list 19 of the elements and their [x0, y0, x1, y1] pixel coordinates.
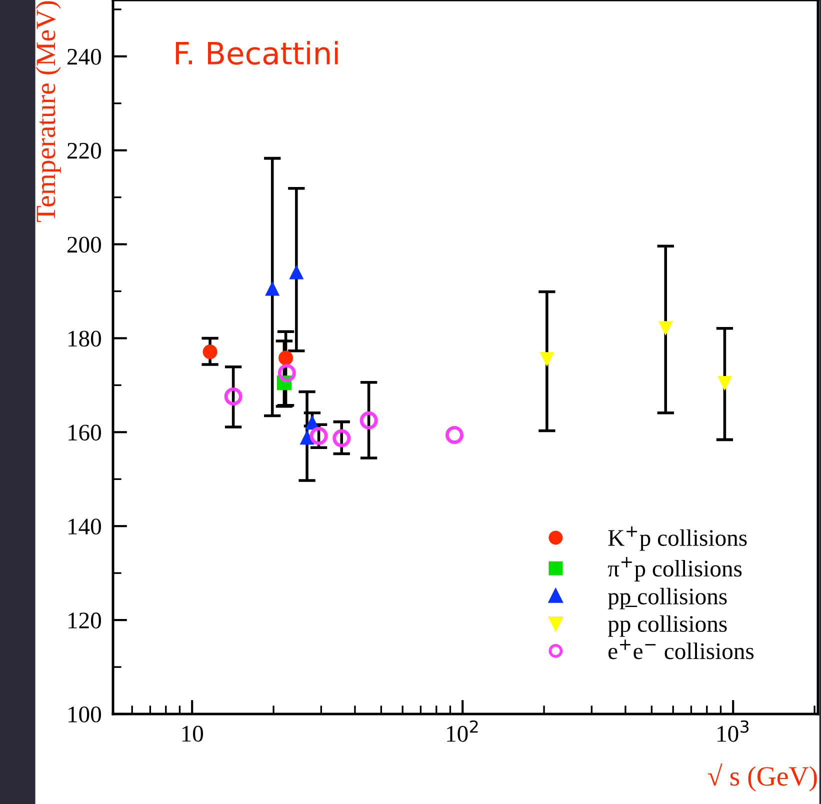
x-axis-title: √ s (GeV) [708, 764, 817, 792]
x-tick-label: 10 [182, 726, 204, 742]
y-tick-label: 100 [68, 706, 101, 722]
legend-label: e$^{+}$e$^{−}$ collisions [608, 640, 754, 660]
y-tick-label: 140 [68, 518, 101, 535]
y-tick-label: 120 [68, 612, 101, 628]
legend-label: π$^{+}$p collisions [608, 557, 742, 582]
y-tick-label: 180 [68, 330, 101, 347]
x-tick-label: 10$^{2}$ [447, 720, 478, 742]
x-tick-label: 10$^{3}$ [718, 720, 749, 742]
annotation: F. Becattini [176, 41, 338, 65]
y-tick-label: 220 [68, 142, 101, 159]
legend-label: K$^{+}$p collisions [608, 526, 747, 551]
y-tick-label: 240 [68, 48, 101, 65]
y-axis-title: Temperature (MeV) [36, 1, 61, 222]
legend-label: pp̲ collisions [608, 588, 727, 610]
legend-label: pp collisions [608, 615, 727, 637]
y-tick-label: 160 [68, 424, 101, 441]
y-tick-label: 200 [68, 236, 101, 253]
